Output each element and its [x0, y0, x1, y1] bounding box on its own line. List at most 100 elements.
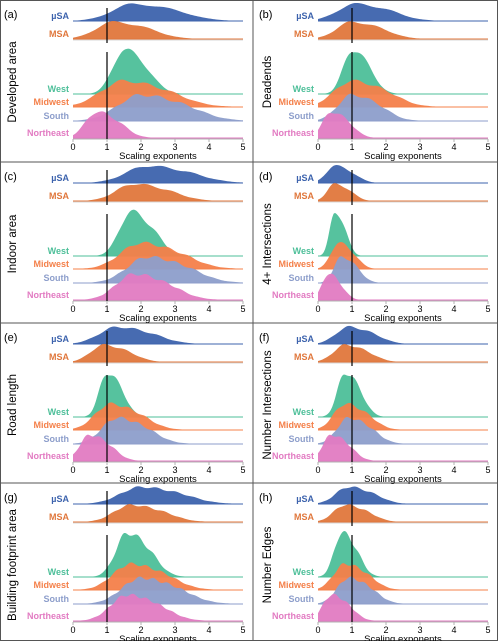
panel-g-label-South: South — [44, 594, 70, 604]
panel-g-ridge-Northeast — [73, 593, 243, 621]
panel-c-label-Midwest: Midwest — [33, 259, 69, 269]
panel-a-letter: (a) — [4, 9, 17, 21]
panel-a-label-MSA: MSA — [49, 29, 70, 39]
panel-c-label-uSA: µSA — [51, 173, 69, 183]
panel-h-xlabel: Scaling exponents — [364, 634, 442, 641]
panel-a-label-South: South — [44, 111, 70, 121]
panel-d-label-West: West — [293, 246, 314, 256]
panel-d-label-uSA: µSA — [296, 173, 314, 183]
panel-f-label-Northeast: Northeast — [272, 451, 314, 461]
panel-c-xticklabel-5: 5 — [240, 304, 245, 314]
panel-d-label-MSA: MSA — [294, 191, 315, 201]
panel-h-label-Northeast: Northeast — [272, 611, 314, 621]
panel-b-label-Midwest: Midwest — [278, 97, 314, 107]
panel-c-ridge-Northeast — [73, 273, 243, 300]
panel-c-ridge-Midwest — [73, 241, 243, 269]
panel-g-ylabel: Building footprint area — [7, 508, 19, 620]
panel-e-xticklabel-0: 0 — [70, 465, 75, 475]
panel-b-label-West: West — [293, 84, 314, 94]
panel-a-label-Midwest: Midwest — [33, 97, 69, 107]
panel-a-ridge-Northeast — [73, 111, 243, 138]
panel-d-ridge-uSA — [318, 165, 488, 183]
panel-a-label-West: West — [48, 84, 69, 94]
panel-b-xticklabel-0: 0 — [315, 142, 320, 152]
panel-b-label-South: South — [289, 111, 315, 121]
panel-b-xticklabel-2: 2 — [383, 142, 388, 152]
panel-e-xticklabel-5: 5 — [240, 465, 245, 475]
panel-c-ylabel: Indoor area — [7, 214, 19, 273]
panel-c-label-South: South — [44, 273, 70, 283]
panel-c-label-West: West — [48, 246, 69, 256]
panel-g-xticklabel-2: 2 — [138, 625, 143, 635]
panel-f-xticklabel-0: 0 — [315, 465, 320, 475]
panel-a-ridge-South — [73, 94, 243, 121]
panel-g-ridge-MSA — [73, 504, 243, 522]
panel-g-ridge-South — [73, 576, 243, 604]
panel-g: (g) Building footprint area µSA MSA West Midw… — [4, 486, 246, 641]
panel-h-ridge-South — [318, 576, 488, 604]
panel-g-xticklabel-5: 5 — [240, 625, 245, 635]
panel-a-xticklabel-0: 0 — [70, 142, 75, 152]
panel-b: (b) Deadends µSA MSA West Midwest South Northea… — [259, 2, 491, 162]
panel-e-ridge-South — [73, 416, 243, 444]
panel-b-xticklabel-4: 4 — [451, 142, 456, 152]
panel-e-xticklabel-4: 4 — [206, 465, 211, 475]
panel-c-ridge-South — [73, 256, 243, 283]
panel-c-xticklabel-2: 2 — [138, 304, 143, 314]
panel-h-label-South: South — [289, 594, 315, 604]
panel-d-letter: (d) — [259, 171, 272, 183]
panel-g-ridge-West — [73, 532, 243, 577]
panel-c-xlabel: Scaling exponents — [119, 313, 197, 324]
panel-d-xticklabel-3: 3 — [417, 304, 422, 314]
panel-a-ridge-West — [73, 48, 243, 94]
panel-h-label-uSA: µSA — [296, 494, 314, 504]
panel-e-label-uSA: µSA — [51, 334, 69, 344]
panel-e-label-West: West — [48, 407, 69, 417]
panel-e-ridge-Northeast — [73, 434, 243, 461]
panel-h: (h) Number Edges µSA MSA West Midwest South Nor… — [259, 486, 491, 641]
panel-b-ridge-South — [318, 93, 488, 121]
panel-f: (f) Number Intersections µSA MSA West Midwest… — [259, 325, 491, 485]
panel-c-xticklabel-1: 1 — [104, 304, 109, 314]
panel-d-label-Northeast: Northeast — [272, 290, 314, 300]
panel-f-ridge-MSA — [318, 344, 488, 362]
panel-d-ridge-MSA — [318, 183, 488, 201]
panel-b-ylabel: Deadends — [262, 56, 274, 109]
panel-d-xticklabel-4: 4 — [451, 304, 456, 314]
panel-d-xticklabel-1: 1 — [349, 304, 354, 314]
panel-d-xlabel: Scaling exponents — [364, 313, 442, 324]
panel-e-xlabel: Scaling exponents — [119, 474, 197, 485]
panel-a-ylabel: Developed area — [7, 41, 19, 123]
panel-g-label-Northeast: Northeast — [27, 611, 69, 621]
panel-b-letter: (b) — [259, 9, 272, 21]
panel-c-ridge-MSA — [73, 183, 243, 201]
panel-e-label-Midwest: Midwest — [33, 420, 69, 430]
panel-f-xlabel: Scaling exponents — [364, 474, 442, 485]
panel-d: (d) 4+ Intersections µSA MSA West Midwest Sout… — [259, 165, 491, 324]
panel-e-xticklabel-3: 3 — [172, 465, 177, 475]
panel-h-label-West: West — [293, 567, 314, 577]
panel-f-xticklabel-3: 3 — [417, 465, 422, 475]
panel-g-ridge-Midwest — [73, 562, 243, 590]
panel-e-label-MSA: MSA — [49, 352, 70, 362]
panel-g-label-Midwest: Midwest — [33, 580, 69, 590]
panel-b-ridge-uSA — [318, 2, 488, 21]
panel-h-xticklabel-3: 3 — [417, 625, 422, 635]
panel-h-ridge-West — [318, 531, 488, 577]
panel-g-xticklabel-0: 0 — [70, 625, 75, 635]
panel-f-label-West: West — [293, 407, 314, 417]
panel-h-xticklabel-4: 4 — [451, 625, 456, 635]
panel-f-label-MSA: MSA — [294, 352, 315, 362]
panel-c: (c) Indoor area µSA MSA West Midwest South Nort… — [4, 165, 246, 324]
panel-a-ridge-uSA — [73, 3, 243, 22]
panel-a-xlabel: Scaling exponents — [119, 151, 197, 162]
panel-d-xticklabel-2: 2 — [383, 304, 388, 314]
panel-a-label-uSA: µSA — [51, 11, 69, 21]
panel-e-ylabel: Road length — [7, 374, 19, 436]
panel-f-ridge-South — [318, 416, 488, 444]
panel-d-ridge-South — [318, 256, 488, 283]
panel-e-label-South: South — [44, 434, 70, 444]
panel-e-ridge-uSA — [73, 326, 243, 344]
panel-a-xticklabel-1: 1 — [104, 142, 109, 152]
